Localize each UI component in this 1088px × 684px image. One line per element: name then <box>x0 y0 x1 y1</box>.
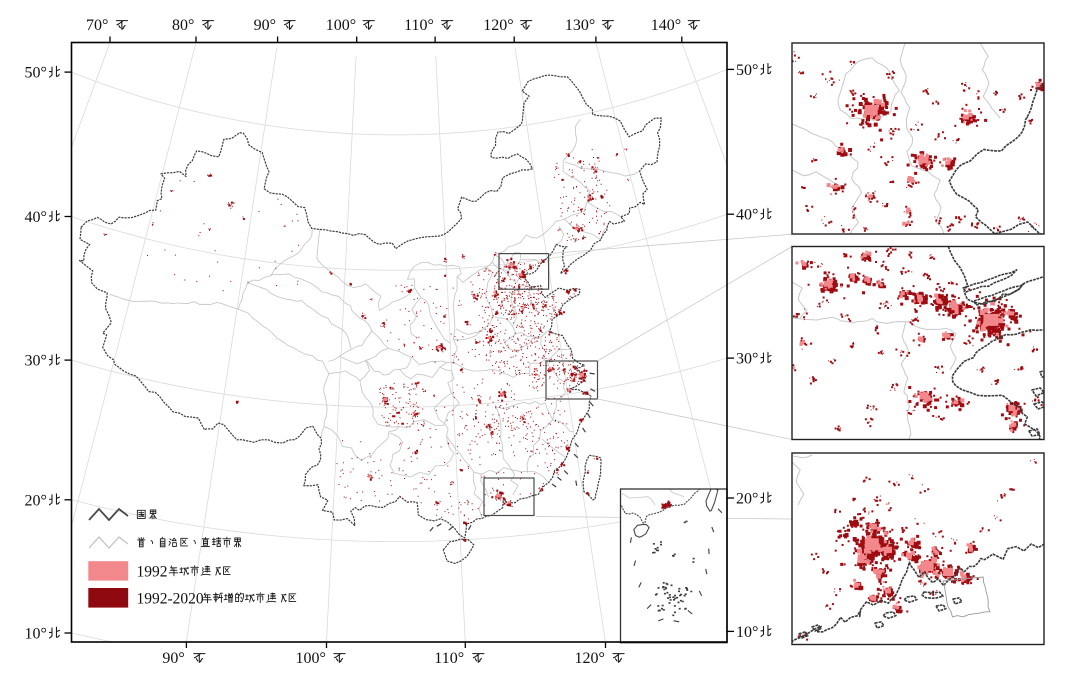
svg-text:10°: 10° <box>736 624 758 641</box>
svg-text:110°: 110° <box>404 17 434 34</box>
svg-text:20°: 20° <box>736 491 758 508</box>
svg-text:80°: 80° <box>172 17 194 34</box>
svg-text:90°: 90° <box>254 17 276 34</box>
svg-text:30°: 30° <box>25 353 47 370</box>
svg-text:50°: 50° <box>25 65 47 82</box>
svg-text:70°: 70° <box>86 17 108 34</box>
svg-text:1992: 1992 <box>137 564 168 581</box>
svg-text:100°: 100° <box>326 17 356 34</box>
svg-text:50°: 50° <box>736 62 758 79</box>
svg-text:30°: 30° <box>736 351 758 368</box>
svg-text:100°: 100° <box>296 650 326 667</box>
svg-text:10°: 10° <box>25 626 47 643</box>
svg-text:120°: 120° <box>483 17 513 34</box>
svg-text:140°: 140° <box>651 17 681 34</box>
svg-text:1992-2020: 1992-2020 <box>137 591 204 608</box>
svg-text:130°: 130° <box>565 17 595 34</box>
svg-text:90°: 90° <box>162 650 184 667</box>
svg-text:20°: 20° <box>25 492 47 509</box>
svg-text:40°: 40° <box>25 209 47 226</box>
svg-text:110°: 110° <box>434 650 464 667</box>
svg-text:40°: 40° <box>736 207 758 224</box>
svg-text:120°: 120° <box>575 650 605 667</box>
